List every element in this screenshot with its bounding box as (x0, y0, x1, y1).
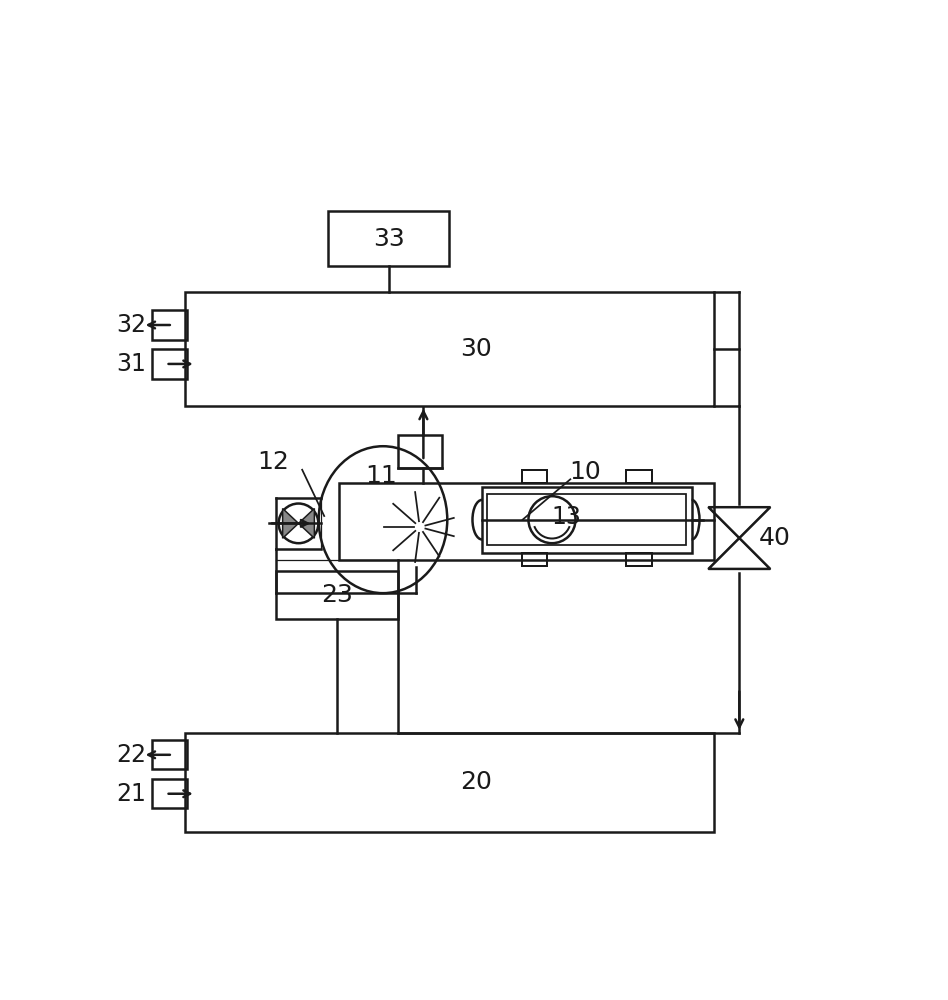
Bar (338, 483, 714, 560)
Polygon shape (283, 508, 299, 538)
Bar (627, 470, 652, 483)
Bar (487, 494, 685, 545)
Text: 20: 20 (460, 770, 491, 794)
Bar (398, 435, 442, 468)
Bar (152, 310, 187, 340)
Text: 12: 12 (257, 450, 289, 474)
Text: 21: 21 (116, 782, 146, 806)
Bar (185, 292, 714, 406)
Bar (152, 349, 187, 379)
Bar (483, 487, 691, 553)
Text: 11: 11 (366, 464, 397, 488)
Bar (521, 470, 547, 483)
Bar (185, 733, 714, 832)
Bar (277, 571, 398, 619)
Text: 30: 30 (460, 337, 491, 361)
Bar (521, 553, 547, 566)
Text: 22: 22 (116, 743, 146, 767)
Text: 33: 33 (373, 227, 405, 251)
Polygon shape (299, 508, 315, 538)
Text: 40: 40 (758, 526, 791, 550)
Bar (627, 553, 652, 566)
Bar (152, 779, 187, 808)
Text: 13: 13 (552, 505, 582, 529)
Text: 32: 32 (116, 313, 146, 337)
Bar (152, 740, 187, 769)
Text: 10: 10 (569, 460, 601, 484)
Bar (328, 211, 449, 266)
Text: 31: 31 (116, 352, 146, 376)
Text: 23: 23 (321, 583, 353, 607)
